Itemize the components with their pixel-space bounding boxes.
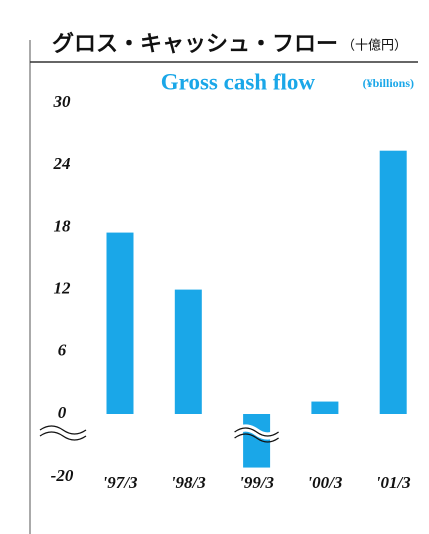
y-tick-label: 18: [54, 216, 72, 235]
chart-title: グロス・キャッシュ・フロー: [52, 31, 338, 57]
y-tick-label: -20: [51, 466, 74, 485]
bar: [243, 414, 271, 468]
bar: [174, 289, 202, 414]
x-tick-label: '01/3: [376, 473, 411, 492]
unit-label: (¥billions): [363, 76, 414, 90]
bar: [311, 401, 339, 414]
bar: [106, 232, 134, 414]
x-tick-label: '98/3: [171, 473, 206, 492]
y-tick-label: 6: [58, 341, 67, 360]
x-tick-label: '00/3: [307, 473, 342, 492]
bar: [379, 150, 407, 415]
axis-break: [234, 433, 279, 443]
y-tick-label: 12: [54, 279, 72, 298]
y-tick-label: 24: [53, 154, 71, 173]
x-tick-label: '99/3: [239, 473, 274, 492]
x-tick-label: '97/3: [103, 473, 138, 492]
y-tick-label: 0: [58, 403, 67, 422]
axis-break: [39, 425, 87, 435]
axis-break: [39, 431, 87, 441]
axis-break: [234, 427, 279, 437]
title-unit: （十億円）: [342, 38, 407, 54]
y-tick-label: 30: [53, 92, 72, 111]
subtitle: Gross cash flow: [161, 69, 316, 94]
